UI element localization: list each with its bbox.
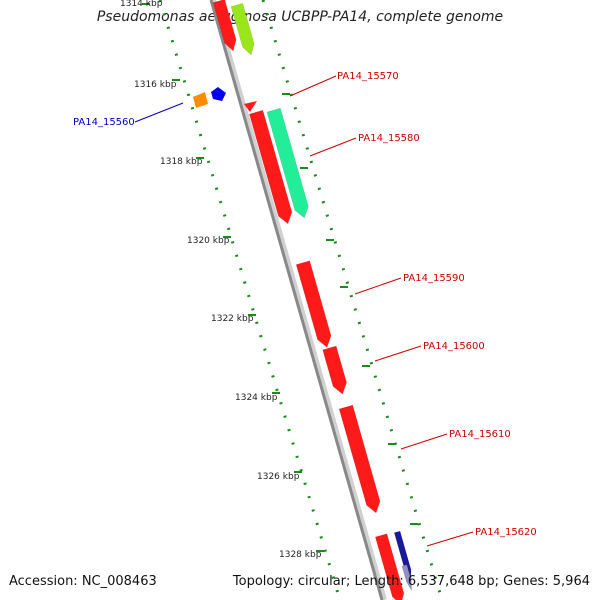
gene-arrow-pa14-15610 — [338, 404, 381, 514]
accession-text: Accession: NC_008463 — [9, 574, 157, 589]
gene-label: PA14_15620 — [475, 527, 537, 538]
gene-arrow-top-lime — [230, 2, 255, 56]
gene-arrow-pa14-15600 — [322, 345, 347, 395]
backbone-shadow — [210, 0, 387, 600]
gene-label: PA14_15580 — [358, 133, 420, 144]
outer-scale-ring — [261, 0, 444, 600]
gene-box-orange — [193, 92, 208, 108]
kbp-tick-label: 1318 kbp — [160, 157, 203, 167]
kbp-tick-label: 1328 kbp — [279, 550, 322, 560]
gene-arrow-small-red — [244, 101, 257, 112]
gene-arrow-pa14-15620 — [374, 533, 405, 600]
kbp-tick-label: 1316 kbp — [134, 80, 177, 90]
gene-label-leader — [426, 531, 474, 547]
gene-arrow-grey — [401, 564, 412, 591]
gene-arrow-pa14-15590 — [295, 260, 332, 348]
kbp-tick-label: 1320 kbp — [187, 236, 230, 246]
gene-label-leader — [354, 277, 402, 295]
gene-label: PA14_15560 — [73, 117, 135, 128]
genome-stats-text: Topology: circular; Length: 6,537,648 bp… — [232, 574, 590, 589]
genome-title: Pseudomonas aeruginosa UCBPP-PA14, compl… — [96, 9, 504, 25]
gene-label-leader — [374, 345, 422, 362]
kbp-tick-label: 1326 kbp — [257, 472, 300, 482]
gene-label-leader — [309, 137, 357, 157]
gene-label: PA14_15590 — [403, 273, 465, 284]
kbp-tick-label: 1314 kbp — [120, 0, 163, 9]
gene-label: PA14_15610 — [449, 429, 511, 440]
gene-label-leader — [289, 75, 337, 97]
gene-arrow-pa14-15580 — [266, 107, 309, 219]
genome-backbone — [209, 0, 384, 600]
kbp-tick-label: 1322 kbp — [211, 314, 254, 324]
gene-label: PA14_15600 — [423, 341, 485, 352]
gene-label-leader — [134, 102, 184, 123]
gene-arrow-blue — [211, 87, 226, 101]
gene-label: PA14_15570 — [337, 71, 399, 82]
gene-arrow-pa14-15570 — [249, 109, 293, 225]
gene-label-leader — [400, 433, 448, 450]
kbp-tick-label: 1324 kbp — [235, 393, 278, 403]
gene-arrow-top-red — [212, 0, 237, 52]
